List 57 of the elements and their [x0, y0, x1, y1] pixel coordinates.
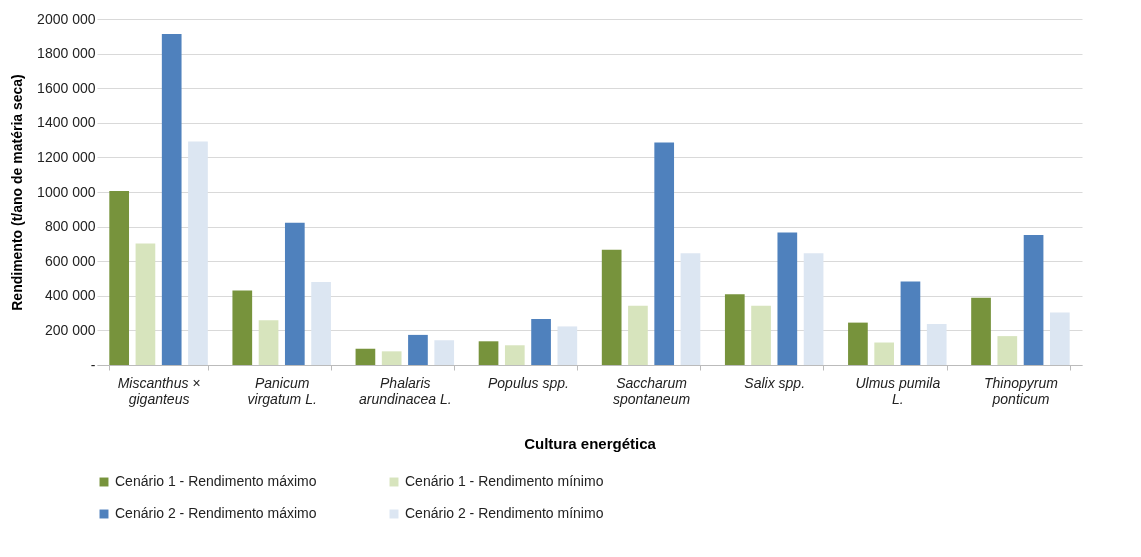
x-tick-label: Miscanthus × giganteus [117, 374, 201, 407]
bar [284, 222, 305, 365]
bar [381, 351, 402, 365]
y-tick-label: 1000 000 [37, 183, 96, 200]
legend-label: Cenário 2 - Rendimento mínimo [405, 505, 604, 521]
bar [601, 249, 622, 365]
legend-label: Cenário 1 - Rendimento mínimo [405, 473, 604, 489]
y-tick-label: 1400 000 [37, 114, 96, 131]
x-tick-label: Populus spp. [487, 374, 569, 391]
bar [232, 290, 253, 365]
x-axis-title: Cultura energética [524, 434, 657, 452]
y-tick-label: 1800 000 [37, 45, 96, 62]
x-tick-label: Ulmus pumila L. [855, 374, 941, 407]
x-tick-label: Salix spp. [744, 374, 806, 391]
bar [777, 232, 798, 365]
bar [997, 336, 1018, 365]
y-tick-label: 800 000 [44, 218, 96, 235]
bar [109, 190, 130, 365]
bar [258, 320, 279, 365]
x-tick-label: Phalaris arundinacea L. [358, 374, 452, 407]
bar [751, 305, 771, 365]
bar [724, 294, 745, 365]
bar [926, 324, 947, 365]
bar [311, 281, 331, 365]
x-tick-label: Saccharum spontaneum [613, 374, 691, 407]
bar [680, 253, 701, 365]
y-tick-label: 1600 000 [37, 79, 96, 96]
y-tick-label: 2000 000 [37, 10, 96, 27]
y-axis-title: Rendimento (t/ano de matéria seca) [9, 74, 26, 311]
x-tick-label: Thinopyrum ponticum [983, 374, 1059, 407]
legend-label: Cenário 2 - Rendimento máximo [115, 505, 317, 521]
bar [1049, 312, 1070, 365]
bar [971, 297, 991, 365]
bar [874, 342, 895, 365]
bar [408, 334, 428, 365]
bar [355, 348, 376, 365]
bar [478, 341, 499, 365]
y-tick-label: 400 000 [44, 287, 96, 304]
bar [803, 253, 824, 365]
bar [531, 318, 551, 365]
x-tick-label: Panicum virgatum L. [247, 374, 317, 407]
bar [161, 34, 182, 365]
bar [434, 340, 455, 365]
bar [1023, 234, 1044, 365]
bar [504, 345, 525, 365]
legend-label: Cenário 1 - Rendimento máximo [115, 473, 317, 489]
bar [628, 305, 648, 365]
bar [900, 281, 921, 365]
y-tick-label: 600 000 [44, 252, 96, 269]
y-tick-label: - [90, 356, 96, 373]
bar [188, 141, 208, 365]
bar [557, 326, 578, 365]
bar [848, 322, 868, 365]
y-tick-label: 1200 000 [37, 148, 96, 165]
y-tick-label: 200 000 [44, 321, 96, 338]
bar [135, 243, 156, 365]
bar [654, 142, 675, 365]
